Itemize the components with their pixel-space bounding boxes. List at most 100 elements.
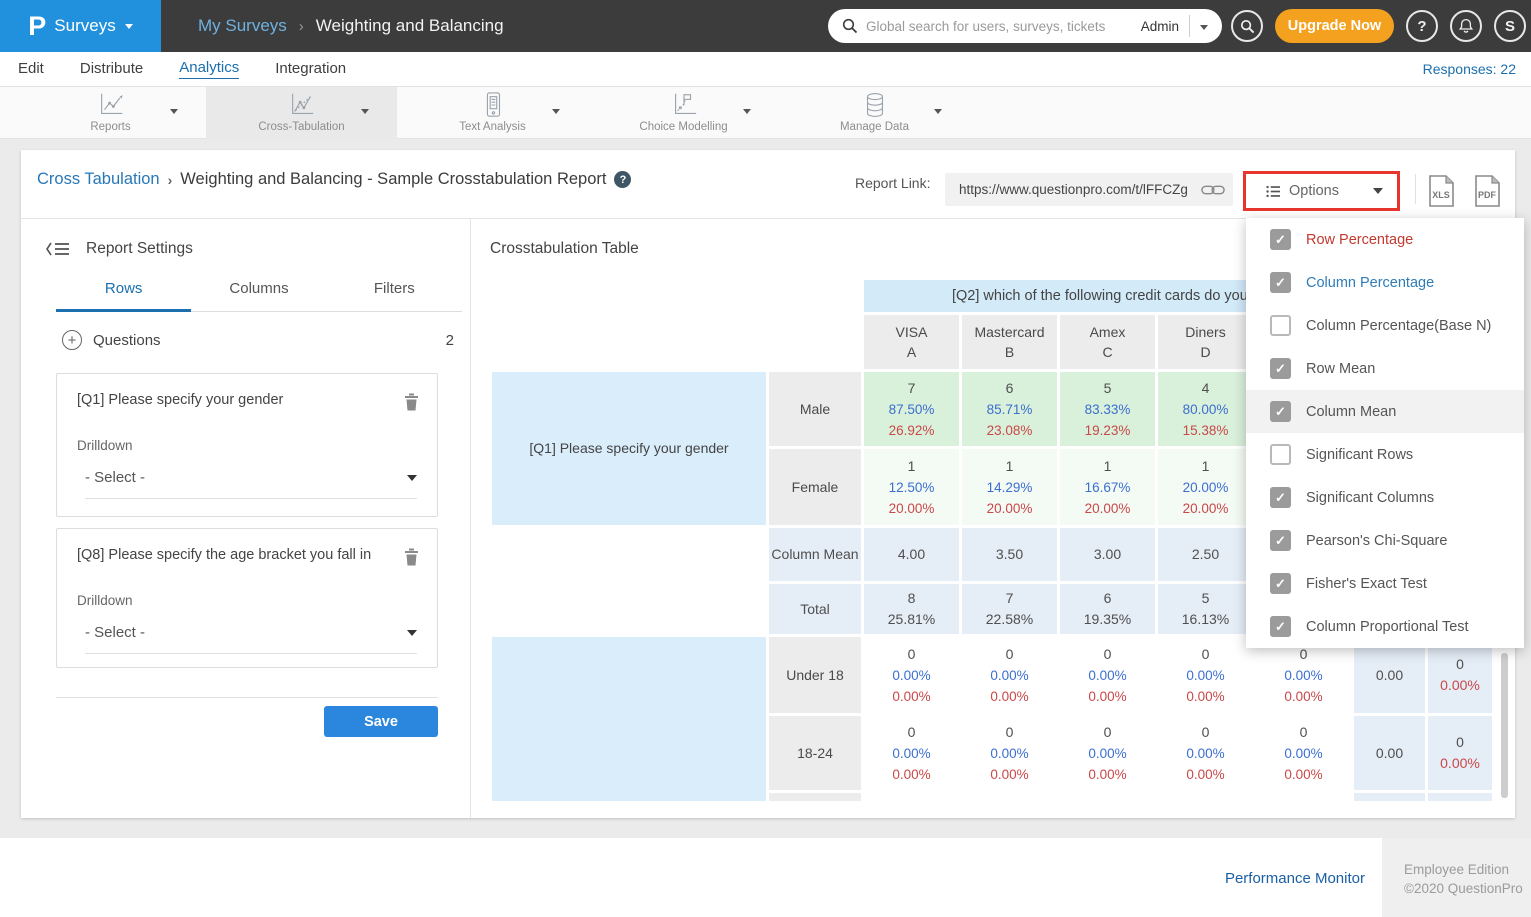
checkbox-checked-icon[interactable]: ✓ bbox=[1270, 573, 1291, 594]
tab-analytics[interactable]: Analytics bbox=[179, 59, 239, 79]
options-menu-item-row-mean[interactable]: ✓ Row Mean bbox=[1246, 347, 1524, 390]
breadcrumb-separator: › bbox=[168, 172, 173, 188]
vertical-scrollbar[interactable] bbox=[1501, 653, 1508, 798]
total-cell: 516.13% bbox=[1158, 584, 1253, 634]
search-icon bbox=[842, 18, 858, 34]
total-cell-partial bbox=[1428, 793, 1492, 801]
options-menu-item-significant-columns[interactable]: ✓ Significant Columns bbox=[1246, 476, 1524, 519]
collapse-panel-icon[interactable] bbox=[46, 241, 70, 257]
help-button[interactable]: ? bbox=[1406, 10, 1438, 42]
delete-question-icon[interactable] bbox=[404, 547, 419, 566]
checkbox-checked-icon[interactable]: ✓ bbox=[1270, 401, 1291, 422]
checkbox-checked-icon[interactable]: ✓ bbox=[1270, 530, 1291, 551]
drilldown-label: Drilldown bbox=[77, 438, 419, 453]
toolbar-tab-reports[interactable]: Reports bbox=[15, 87, 206, 139]
chevron-down-icon[interactable] bbox=[361, 109, 369, 114]
toolbar-tab-label: Reports bbox=[90, 121, 130, 133]
product-switcher[interactable]: P Surveys bbox=[0, 0, 161, 52]
save-button[interactable]: Save bbox=[324, 706, 438, 737]
performance-monitor-link[interactable]: Performance Monitor bbox=[1225, 870, 1365, 887]
search-scope-dropdown[interactable] bbox=[1190, 17, 1212, 35]
header-divider bbox=[1415, 174, 1416, 204]
search-submit-button[interactable] bbox=[1231, 10, 1263, 42]
search-scope-value: Admin bbox=[1135, 19, 1189, 34]
options-menu-item-column-percentage[interactable]: ✓Column Percentage bbox=[1246, 261, 1524, 304]
checkbox-checked-icon[interactable]: ✓ bbox=[1270, 272, 1291, 293]
breadcrumb-my-surveys[interactable]: My Surveys bbox=[198, 16, 287, 36]
question-card-q1: [Q1] Please specify your gender Drilldow… bbox=[56, 373, 438, 517]
tab-columns[interactable]: Columns bbox=[191, 280, 326, 311]
total-cell: 722.58% bbox=[962, 584, 1057, 634]
question-title: [Q1] Please specify your gender bbox=[77, 392, 394, 408]
export-pdf-button[interactable]: PDF bbox=[1474, 175, 1501, 207]
options-button[interactable]: Options bbox=[1243, 171, 1400, 211]
tab-edit[interactable]: Edit bbox=[18, 60, 44, 79]
checkbox-unchecked-icon[interactable] bbox=[1270, 444, 1291, 465]
responses-count: Responses: 22 bbox=[1423, 61, 1516, 77]
data-cell: 114.29%20.00% bbox=[962, 449, 1057, 525]
drilldown-select[interactable]: - Select - bbox=[85, 469, 417, 499]
panel-divider bbox=[56, 697, 438, 698]
options-menu-item-column-mean[interactable]: ✓ Column Mean bbox=[1246, 390, 1524, 433]
toolbar-tab-label: Cross-Tabulation bbox=[258, 121, 344, 133]
data-cell: 00.00%0.00% bbox=[1060, 637, 1155, 713]
report-link-field[interactable]: https://www.questionpro.com/t/lFFCZg bbox=[945, 173, 1233, 206]
chevron-down-icon[interactable] bbox=[552, 109, 560, 114]
checkbox-checked-icon[interactable]: ✓ bbox=[1270, 229, 1291, 250]
options-menu-item-fisher-s-exact-test[interactable]: ✓Fisher's Exact Test bbox=[1246, 562, 1524, 605]
options-menu-item-label: Significant Columns bbox=[1306, 490, 1434, 506]
options-menu-item-column-proportional-test[interactable]: ✓ Column Proportional Test bbox=[1246, 605, 1524, 648]
account-avatar[interactable]: S bbox=[1494, 10, 1526, 42]
question-mark-icon: ? bbox=[1417, 18, 1426, 35]
tab-filters[interactable]: Filters bbox=[327, 280, 462, 311]
crosstab-chart-icon bbox=[287, 91, 317, 119]
options-menu-item-significant-rows[interactable]: Significant Rows bbox=[1246, 433, 1524, 476]
checkbox-checked-icon[interactable]: ✓ bbox=[1270, 487, 1291, 508]
upgrade-now-button[interactable]: Upgrade Now bbox=[1275, 9, 1394, 43]
drilldown-select[interactable]: - Select - bbox=[85, 624, 417, 654]
toolbar-tab-manage-data[interactable]: Manage Data bbox=[779, 87, 970, 139]
help-icon[interactable]: ? bbox=[614, 171, 631, 188]
notifications-button[interactable] bbox=[1450, 10, 1482, 42]
tab-distribute[interactable]: Distribute bbox=[80, 60, 143, 79]
options-menu-item-label: Row Percentage bbox=[1306, 232, 1413, 248]
column-mean-cell: 4.00 bbox=[864, 528, 959, 581]
bell-icon bbox=[1458, 18, 1474, 34]
global-search-input[interactable] bbox=[866, 19, 1135, 34]
options-menu-item-column-percentage-base-n-[interactable]: Column Percentage(Base N) bbox=[1246, 304, 1524, 347]
edition-info: Employee Edition ©2020 QuestionPro bbox=[1382, 838, 1531, 917]
options-menu-item-label: Column Proportional Test bbox=[1306, 619, 1469, 635]
list-icon bbox=[1266, 185, 1281, 198]
chevron-down-icon[interactable] bbox=[743, 109, 751, 114]
options-menu-item-pearson-s-chi-square[interactable]: ✓ Pearson's Chi-Square bbox=[1246, 519, 1524, 562]
cross-tabulation-link[interactable]: Cross Tabulation bbox=[37, 170, 160, 189]
chevron-down-icon bbox=[125, 24, 133, 29]
chevron-down-icon[interactable] bbox=[934, 109, 942, 114]
toolbar-tab-cross-tabulation[interactable]: Cross-Tabulation bbox=[206, 87, 397, 139]
options-menu-item-label: Pearson's Chi-Square bbox=[1306, 533, 1447, 549]
options-menu-item-label: Column Mean bbox=[1306, 404, 1396, 420]
tab-integration[interactable]: Integration bbox=[275, 60, 346, 79]
toolbar-tab-label: Text Analysis bbox=[459, 121, 525, 133]
add-question-button[interactable]: + bbox=[62, 330, 82, 350]
data-cell: 00.00%0.00% bbox=[962, 637, 1057, 713]
tab-rows[interactable]: Rows bbox=[56, 280, 191, 312]
chevron-down-icon[interactable] bbox=[170, 109, 178, 114]
checkbox-unchecked-icon[interactable] bbox=[1270, 315, 1291, 336]
column-mean-cell: 3.00 bbox=[1060, 528, 1155, 581]
report-link-url[interactable]: https://www.questionpro.com/t/lFFCZg bbox=[959, 182, 1201, 197]
total-label: Total bbox=[769, 584, 861, 634]
delete-question-icon[interactable] bbox=[404, 392, 419, 411]
toolbar-tab-choice-modelling[interactable]: Choice Modelling bbox=[588, 87, 779, 139]
export-xls-button[interactable]: XLS bbox=[1428, 175, 1455, 207]
toolbar-tab-text-analysis[interactable]: Text Analysis bbox=[397, 87, 588, 139]
options-menu-item-label: Row Mean bbox=[1306, 361, 1375, 377]
checkbox-checked-icon[interactable]: ✓ bbox=[1270, 358, 1291, 379]
options-menu-item-row-percentage[interactable]: ✓ Row Percentage bbox=[1246, 218, 1524, 261]
column-mean-cell: 3.50 bbox=[962, 528, 1057, 581]
panel-divider bbox=[470, 218, 471, 818]
chevron-down-icon bbox=[407, 475, 417, 481]
link-icon[interactable] bbox=[1201, 183, 1225, 197]
data-cell: 00.00%0.00% bbox=[1256, 716, 1351, 790]
checkbox-checked-icon[interactable]: ✓ bbox=[1270, 616, 1291, 637]
